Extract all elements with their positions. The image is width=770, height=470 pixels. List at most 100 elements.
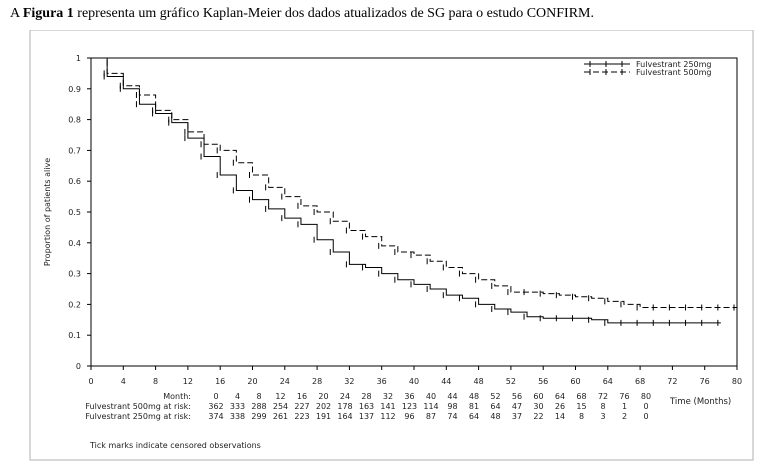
risk-table-value: 178 xyxy=(337,402,352,411)
x-tick-label: 36 xyxy=(377,377,387,386)
risk-table-value: 374 xyxy=(208,412,223,421)
y-axis-label: Proportion of patients alive xyxy=(43,158,52,266)
risk-table-month: 56 xyxy=(512,392,522,401)
risk-table-month: 36 xyxy=(404,392,414,401)
risk-table-value: 362 xyxy=(208,402,223,411)
y-tick-label: 0.6 xyxy=(68,177,81,186)
risk-table-month: 12 xyxy=(275,392,285,401)
risk-table-value: 288 xyxy=(251,402,266,411)
risk-table-value: 15 xyxy=(576,402,586,411)
risk-table-value: 1 xyxy=(622,402,627,411)
risk-table-month: 80 xyxy=(641,392,651,401)
x-tick-label: 60 xyxy=(570,377,580,386)
risk-table-value: 137 xyxy=(359,412,374,421)
y-tick-label: 0 xyxy=(76,362,81,371)
risk-table-value: 202 xyxy=(316,402,331,411)
risk-table-value: 14 xyxy=(555,412,565,421)
legend-label: Fulvestrant 500mg xyxy=(636,68,712,77)
risk-table-value: 22 xyxy=(533,412,543,421)
risk-table-value: 87 xyxy=(426,412,436,421)
y-tick-label: 0.4 xyxy=(68,239,81,248)
intro-prefix: A xyxy=(10,6,23,21)
risk-table-value: 254 xyxy=(273,402,288,411)
risk-table-value: 299 xyxy=(251,412,266,421)
legend-label: Fulvestrant 250mg xyxy=(636,60,712,69)
risk-table-value: 47 xyxy=(512,402,522,411)
y-tick-label: 1 xyxy=(76,54,81,63)
y-tick-label: 0.3 xyxy=(68,270,81,279)
x-tick-label: 28 xyxy=(312,377,322,386)
risk-table-month: 4 xyxy=(235,392,240,401)
risk-table-month: 20 xyxy=(318,392,328,401)
risk-table-value: 141 xyxy=(380,402,395,411)
y-tick-label: 0.2 xyxy=(68,300,81,309)
x-tick-label: 48 xyxy=(474,377,484,386)
risk-table-month: 44 xyxy=(447,392,457,401)
risk-table-value: 30 xyxy=(533,402,543,411)
risk-table-value: 164 xyxy=(337,412,352,421)
risk-table-value: 8 xyxy=(579,412,584,421)
risk-table-value: 0 xyxy=(643,402,648,411)
risk-table-value: 114 xyxy=(423,402,438,411)
risk-table-value: 98 xyxy=(447,402,457,411)
risk-table-value: 333 xyxy=(230,402,245,411)
x-tick-label: 20 xyxy=(247,377,257,386)
risk-table-month: 8 xyxy=(256,392,261,401)
risk-table-value: 227 xyxy=(294,402,309,411)
x-tick-label: 52 xyxy=(506,377,516,386)
risk-table-month: 28 xyxy=(361,392,371,401)
risk-table-value: 26 xyxy=(555,402,565,411)
risk-table-value: 64 xyxy=(490,402,500,411)
risk-table-month: 0 xyxy=(213,392,218,401)
risk-table-value: 81 xyxy=(469,402,479,411)
x-tick-label: 12 xyxy=(183,377,193,386)
risk-table-month: 40 xyxy=(426,392,436,401)
intro-figure-ref: Figura 1 xyxy=(22,6,74,21)
x-tick-label: 68 xyxy=(635,377,645,386)
x-tick-label: 56 xyxy=(538,377,548,386)
intro-text: A Figura 1 representa um gráfico Kaplan-… xyxy=(10,6,594,22)
chart-outer-border xyxy=(29,29,754,461)
risk-table-value: 0 xyxy=(643,412,648,421)
risk-table-value: 261 xyxy=(273,412,288,421)
risk-table-month: 48 xyxy=(469,392,479,401)
risk-table-header: Month: xyxy=(163,392,191,401)
chart-footnote: Tick marks indicate censored observation… xyxy=(89,441,261,450)
risk-table-row-label: Fulvestrant 500mg at risk: xyxy=(85,402,191,411)
x-tick-label: 72 xyxy=(667,377,677,386)
risk-table-month: 32 xyxy=(383,392,393,401)
risk-table-value: 2 xyxy=(622,412,627,421)
y-tick-label: 0.7 xyxy=(68,146,81,155)
kaplan-meier-chart: 00.10.20.30.40.50.60.70.80.910 4 8 12 16 20 24… xyxy=(29,29,754,461)
risk-table-value: 37 xyxy=(512,412,522,421)
y-tick-label: 0.9 xyxy=(68,85,81,94)
chart-frame: 0 0.1 0.2 0.3 0.4 0.5 0.6 0.7 0.8 0.9 1 0 4 8 12 16 20 24… xyxy=(0,29,770,465)
risk-table-value: 112 xyxy=(380,412,395,421)
risk-table-value: 223 xyxy=(294,412,309,421)
y-tick-label: 0.1 xyxy=(68,331,81,340)
x-tick-label: 24 xyxy=(280,377,290,386)
intro-suffix: representa um gráfico Kaplan-Meier dos d… xyxy=(73,6,594,21)
risk-table-month: 16 xyxy=(297,392,307,401)
risk-table-month: 76 xyxy=(619,392,629,401)
risk-table-month: 24 xyxy=(340,392,350,401)
x-tick-label: 16 xyxy=(215,377,225,386)
risk-table-value: 163 xyxy=(359,402,374,411)
x-tick-label: 8 xyxy=(153,377,158,386)
risk-table-month: 68 xyxy=(576,392,586,401)
risk-table-value: 338 xyxy=(230,412,245,421)
risk-table-value: 3 xyxy=(600,412,605,421)
risk-table-value: 74 xyxy=(447,412,457,421)
x-tick-label: 64 xyxy=(603,377,613,386)
risk-table-month: 52 xyxy=(490,392,500,401)
risk-table-month: 64 xyxy=(555,392,565,401)
risk-table-value: 8 xyxy=(600,402,605,411)
x-tick-label: 76 xyxy=(700,377,710,386)
plot-area: 00.10.20.30.40.50.60.70.80.910 4 8 12 16 20 24… xyxy=(43,54,742,450)
x-tick-label: 32 xyxy=(344,377,354,386)
x-tick-label: 0 xyxy=(88,377,93,386)
risk-table-value: 96 xyxy=(404,412,414,421)
risk-table-value: 48 xyxy=(490,412,500,421)
risk-table-value: 123 xyxy=(402,402,417,411)
plot-border xyxy=(90,57,738,367)
